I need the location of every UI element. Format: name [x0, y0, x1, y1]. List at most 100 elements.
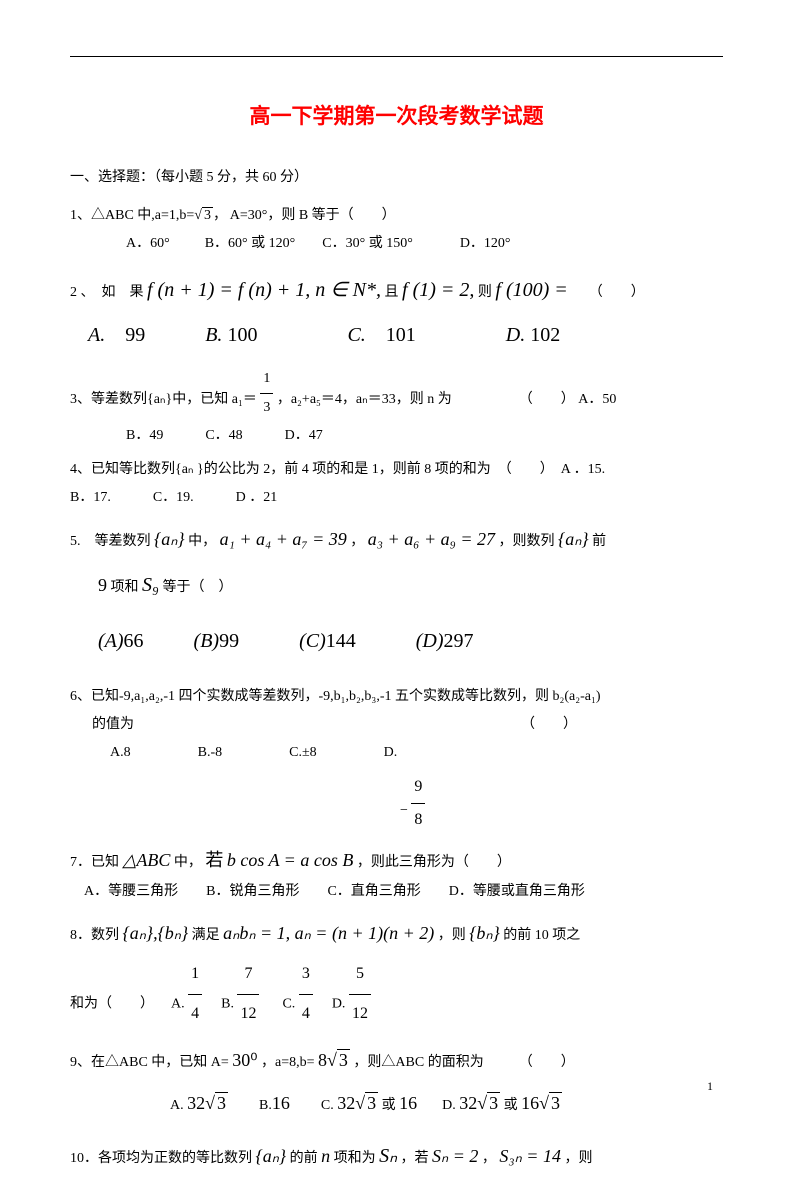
- q3-stem-a: 3、等差数列{aₙ}中，已知 a₁＝: [70, 392, 257, 407]
- q8-stem-a: 8．数列: [70, 928, 119, 943]
- q5-optA: 66: [124, 630, 144, 652]
- question-9: 9、在△ABC 中，已知 A= 30⁰ ，a=8,b= 8√3 ，则△ABC 的…: [70, 1039, 723, 1125]
- q9-B-lbl: B.: [259, 1098, 272, 1113]
- sqrt-3: √3: [194, 202, 213, 230]
- q6-blank: （ ）: [521, 717, 577, 732]
- q6-optD-frac: − 9 8: [400, 771, 723, 836]
- q2-formula1: f (n + 1) = f (n) + 1, n ∈ N*,: [147, 279, 381, 301]
- q6-optC: C.±8: [289, 745, 317, 760]
- frac-D: 512: [349, 955, 371, 1033]
- q5-optB: 99: [219, 630, 239, 652]
- q1-opt-d: D．120°: [460, 236, 511, 251]
- q9-A-coef: 32: [187, 1093, 205, 1113]
- q2-lead: 2 、 如 果: [70, 285, 144, 300]
- q5-line2-c: S₉: [142, 574, 159, 596]
- q10-stem-e: ，则: [564, 1151, 592, 1166]
- q2-formula2: f (1) = 2,: [402, 279, 474, 301]
- q5-seq2: {aₙ}: [558, 529, 589, 549]
- q1-opt-b: B．60° 或 120°: [205, 236, 296, 251]
- question-1: 1、△ABC 中,a=1,b=√3， A=30°，则 B 等于（ ） A．60°…: [70, 202, 723, 258]
- q5-line2-b: 项和: [111, 580, 139, 595]
- q2-optC-lbl: C.: [347, 324, 365, 346]
- q9-C-lbl: C.: [321, 1098, 334, 1113]
- frac-A: 14: [188, 955, 202, 1033]
- q2-options: A. 99 B. 100 C. 101 D. 102: [88, 324, 723, 347]
- q2-optB-lbl: B.: [205, 324, 222, 346]
- q5-line2-d: 等于（ ）: [162, 580, 232, 595]
- q5-eq2: a₃ + a₆ + a₉ = 27: [368, 529, 495, 549]
- q2-optC: 101: [386, 324, 416, 346]
- q7-options: A．等腰三角形 B．锐角三角形 C．直角三角形 D．等腰或直角三角形: [84, 878, 723, 906]
- q7-stem-a: 7．已知: [70, 855, 119, 870]
- q9-stem-c: ，则△ABC 的面积为 （ ）: [353, 1055, 574, 1070]
- q6-optD-lbl: D.: [384, 745, 398, 760]
- q1-opt-c: C．30° 或 150°: [322, 236, 413, 251]
- q2-formula3: f (100) =: [495, 279, 567, 301]
- q9-deg: 30⁰: [232, 1050, 257, 1070]
- q10-stem-d: ，若: [401, 1151, 429, 1166]
- q5-stem-d: 前: [592, 534, 606, 549]
- q3-opts-row: B．49 C．48 D．47: [126, 422, 723, 450]
- page-number: 1: [707, 1079, 713, 1094]
- q2-optA-lbl: A.: [88, 324, 105, 346]
- top-rule: [70, 56, 723, 57]
- q4-stem: 4、已知等比数列{aₙ }的公比为 2，前 4 项的和是 1，则前 8 项的和为…: [70, 462, 605, 477]
- q2-optB: 100: [227, 324, 257, 346]
- q8-A-lbl: A.: [171, 997, 185, 1012]
- question-7: 7．已知 △ABC 中， 若 b cos A = a cos B ，则此三角形为…: [70, 842, 723, 906]
- q5-stem-b: 中，: [188, 534, 216, 549]
- q10-eq1: Sₙ = 2: [432, 1146, 478, 1166]
- q5-optC-lbl: (C): [299, 630, 326, 652]
- q2-optD-lbl: D.: [506, 324, 525, 346]
- q7-eq: b cos A = a cos B: [227, 850, 353, 870]
- q8-seqs: {aₙ},{bₙ}: [123, 923, 189, 943]
- frac-B: 712: [237, 955, 259, 1033]
- q10-seq: {aₙ}: [256, 1146, 287, 1166]
- q8-stem-d: 的前 10 项之: [503, 928, 580, 943]
- question-2: 2 、 如 果 f (n + 1) = f (n) + 1, n ∈ N*, 且…: [70, 264, 723, 316]
- question-4: 4、已知等比数列{aₙ }的公比为 2，前 4 项的和是 1，则前 8 项的和为…: [70, 456, 723, 512]
- q1-stem-b: ， A=30°，则 B 等于（ ）: [213, 208, 396, 223]
- q8-eq: aₙbₙ = 1, aₙ = (n + 1)(n + 2): [223, 923, 434, 943]
- q1-opt-a: A．60°: [126, 236, 170, 251]
- q5-eq1: a₁ + a₄ + a₇ = 39: [220, 529, 347, 549]
- q10-n: n: [321, 1146, 330, 1166]
- q5-stem-a: 5. 等差数列: [70, 534, 151, 549]
- q1-stem-a: 1、△ABC 中,a=1,b=: [70, 208, 194, 223]
- q6-options: A.8 B.-8 C.±8 D.: [110, 739, 723, 767]
- q6-optB: B.-8: [198, 745, 223, 760]
- question-10: 10．各项均为正数的等比数列 {aₙ} 的前 n 项和为 Sₙ ，若 Sₙ = …: [70, 1132, 723, 1180]
- q8-B-lbl: B.: [221, 997, 234, 1012]
- sqrt-3b: √3: [327, 1039, 350, 1082]
- q7-stem-b: 中，: [174, 855, 202, 870]
- q8-stem-b: 满足: [192, 928, 220, 943]
- q1-options: A．60° B．60° 或 120° C．30° 或 150° D．120°: [126, 230, 723, 258]
- frac-1-3: 1 3: [260, 365, 273, 422]
- q7-if: 若: [205, 850, 223, 870]
- q2-mid: 且: [385, 285, 399, 300]
- question-6: 6、已知-9,a₁,a₂,-1 四个实数成等差数列，-9,b₁,b₂,b₃,-1…: [70, 683, 723, 836]
- q9-stem-a: 9、在△ABC 中，已知 A=: [70, 1055, 229, 1070]
- q5-optB-lbl: (B): [194, 630, 220, 652]
- q5-optD-lbl: (D): [416, 630, 444, 652]
- q10-comma: ，: [482, 1151, 496, 1166]
- q3-blank: （ ）: [519, 392, 575, 407]
- q8-seq2: {bₙ}: [469, 923, 500, 943]
- q2-tail: 则: [478, 285, 492, 300]
- question-3: 3、等差数列{aₙ}中，已知 a₁＝ 1 3 ，a₂+a₅＝4，aₙ＝33，则 …: [70, 365, 723, 450]
- section-heading: 一、选择题：（每小题 5 分，共 60 分）: [70, 166, 723, 186]
- q8-stem-c: ，则: [438, 928, 466, 943]
- q6-stem2: 的值为: [92, 717, 134, 732]
- q4-opts-row: B．17. C．19. D ．21: [70, 484, 723, 512]
- q5-comma1: ，: [350, 534, 364, 549]
- q6-stem: 6、已知-9,a₁,a₂,-1 四个实数成等差数列，-9,b₁,b₂,b₃,-1…: [70, 689, 601, 704]
- q9-options: A. 32√3 B.16 C. 32√3 或 16 D. 32√3 或 16√3: [170, 1082, 723, 1125]
- q9-A-lbl: A.: [170, 1098, 184, 1113]
- question-5: 5. 等差数列 {aₙ} 中， a₁ + a₄ + a₇ = 39 ， a₃ +…: [70, 518, 723, 665]
- q10-stem-b: 的前: [290, 1151, 318, 1166]
- exam-title: 高一下学期第一次段考数学试题: [70, 100, 723, 130]
- q9-coef: 8: [318, 1050, 327, 1070]
- q3-opt-a: A．50: [578, 392, 616, 407]
- question-8: 8．数列 {aₙ},{bₙ} 满足 aₙbₙ = 1, aₙ = (n + 1)…: [70, 912, 723, 1033]
- q7-stem-c: ，则此三角形为（ ）: [357, 855, 511, 870]
